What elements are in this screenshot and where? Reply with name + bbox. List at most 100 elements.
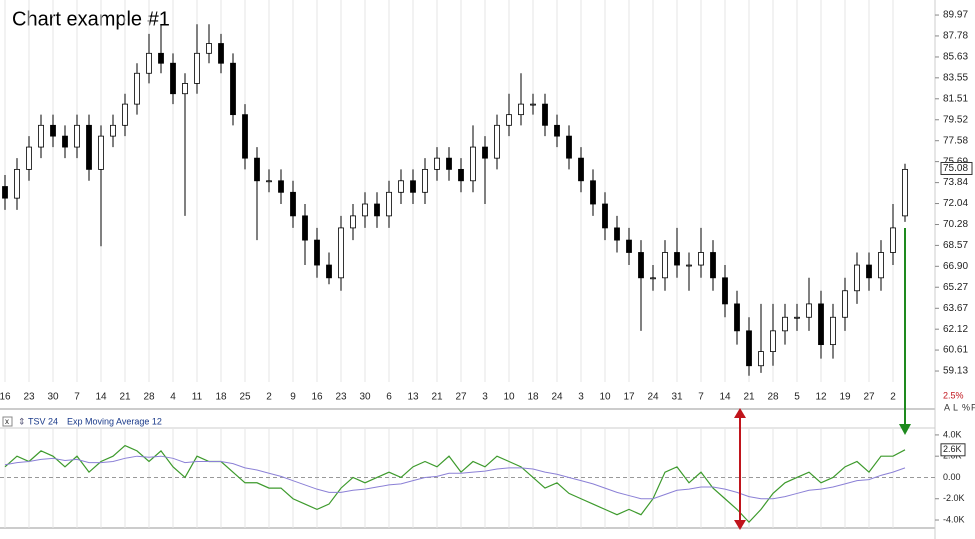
x-tick-label: 21 xyxy=(743,392,755,403)
arrow-head xyxy=(899,424,911,435)
control-button[interactable]: A xyxy=(944,402,950,412)
candle-body xyxy=(722,277,728,305)
candle-body xyxy=(638,252,644,279)
candle-body xyxy=(182,83,188,95)
x-tick-label: 21 xyxy=(119,392,131,403)
x-tick-label: 5 xyxy=(794,392,800,403)
x-tick-label: 16 xyxy=(311,392,323,403)
y-tick-label: 60.61 xyxy=(943,345,968,356)
candle-body xyxy=(158,52,164,64)
candle-body xyxy=(758,351,764,367)
arrow-head xyxy=(734,408,746,418)
y-tick-label: 87.78 xyxy=(943,31,968,42)
y-tick-label: 70.28 xyxy=(943,219,968,230)
x-tick-label: 7 xyxy=(698,392,704,403)
candle-body xyxy=(362,203,368,217)
candle-body xyxy=(458,168,464,182)
y-tick-label: 85.63 xyxy=(943,52,968,63)
candle-body xyxy=(698,252,704,266)
x-tick-label: 11 xyxy=(192,392,203,403)
x-tick-label: 16 xyxy=(0,392,11,403)
x-tick-label: 31 xyxy=(671,392,683,403)
candle-body xyxy=(734,303,740,332)
x-tick-label: 30 xyxy=(47,392,59,403)
candle-body xyxy=(794,316,800,319)
candle-body xyxy=(770,330,776,353)
candle-body xyxy=(194,52,200,84)
candle-body xyxy=(2,186,8,199)
candle-body xyxy=(374,203,380,217)
indicator-label[interactable]: TSV 24 xyxy=(28,416,58,426)
y-tick-label: 79.52 xyxy=(943,114,968,125)
x-tick-label: 28 xyxy=(143,392,155,403)
series-line xyxy=(4,444,906,524)
x-tick-label: 30 xyxy=(359,392,371,403)
y-tick-label: 0.00 xyxy=(943,472,961,482)
change-label: 2.5% xyxy=(943,390,964,400)
candle-body xyxy=(782,316,788,332)
candle-body xyxy=(314,239,320,266)
y-tick-label: 68.57 xyxy=(943,240,968,251)
x-tick-label: 2 xyxy=(890,392,896,403)
candle-body xyxy=(338,227,344,279)
candle-body xyxy=(38,124,44,148)
candle-body xyxy=(278,180,284,193)
candle-body xyxy=(398,180,404,193)
x-tick-label: 27 xyxy=(863,392,875,403)
y-tick-label: 73.84 xyxy=(943,177,968,188)
candle-body xyxy=(866,264,872,279)
x-tick-label: 19 xyxy=(839,392,851,403)
control-button[interactable]: L xyxy=(953,402,958,412)
candle-body xyxy=(602,203,608,229)
candle-body xyxy=(422,168,428,193)
candle-body xyxy=(170,62,176,95)
y-tick-label: 4.0K xyxy=(943,429,962,439)
candle-body xyxy=(710,252,716,279)
y-tick-label: 72.04 xyxy=(943,198,968,209)
candle-body xyxy=(614,227,620,241)
x-tick-label: 9 xyxy=(290,392,296,403)
x-tick-label: 10 xyxy=(503,392,515,403)
candle-body xyxy=(482,146,488,159)
x-tick-label: 3 xyxy=(578,392,584,403)
control-button[interactable]: F xyxy=(971,402,975,412)
candle-body xyxy=(74,124,80,148)
indicator-label[interactable]: Exp Moving Average 12 xyxy=(67,416,162,426)
control-button[interactable]: % xyxy=(962,402,970,412)
x-tick-label: 21 xyxy=(431,392,443,403)
candle-body xyxy=(86,124,92,170)
x-tick-label: 27 xyxy=(455,392,467,403)
x-tick-label: 17 xyxy=(623,392,635,403)
candle-body xyxy=(410,180,416,193)
candle-body xyxy=(554,124,560,137)
candle-body xyxy=(302,215,308,241)
candle-body xyxy=(806,303,812,318)
close-button[interactable] xyxy=(2,416,13,427)
candle-body xyxy=(506,114,512,126)
candle-body xyxy=(62,135,68,148)
candle-body xyxy=(146,52,152,74)
y-tick-label: 83.55 xyxy=(943,72,968,83)
candle-body xyxy=(254,157,260,182)
candle-body xyxy=(842,290,848,318)
candle-body xyxy=(290,191,296,217)
candle-body xyxy=(14,168,20,199)
candle-body xyxy=(530,103,536,106)
y-tick-label: 75.69 xyxy=(943,156,968,167)
candle-body xyxy=(746,330,752,367)
candle-body xyxy=(326,264,332,279)
y-tick-label: -4.0K xyxy=(943,514,965,524)
candle-body xyxy=(350,215,356,229)
y-tick-label: 81.51 xyxy=(943,93,968,104)
x-tick-label: 10 xyxy=(599,392,611,403)
last-value-box xyxy=(940,443,966,457)
candle-body xyxy=(566,135,572,159)
candle-body xyxy=(818,303,824,346)
y-tick-label: 59.13 xyxy=(943,366,968,377)
candle-body xyxy=(218,43,224,64)
candle-body xyxy=(590,180,596,205)
candle-body xyxy=(242,114,248,159)
candle-body xyxy=(578,157,584,182)
x-tick-label: 28 xyxy=(767,392,779,403)
